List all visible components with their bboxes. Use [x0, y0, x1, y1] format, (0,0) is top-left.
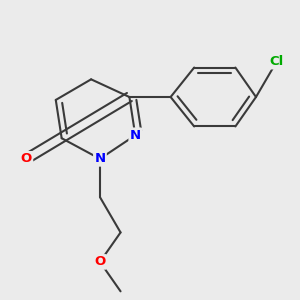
Text: O: O [94, 255, 106, 268]
Text: N: N [130, 129, 141, 142]
Text: Cl: Cl [269, 55, 284, 68]
Text: O: O [21, 152, 32, 165]
Text: N: N [94, 152, 106, 165]
